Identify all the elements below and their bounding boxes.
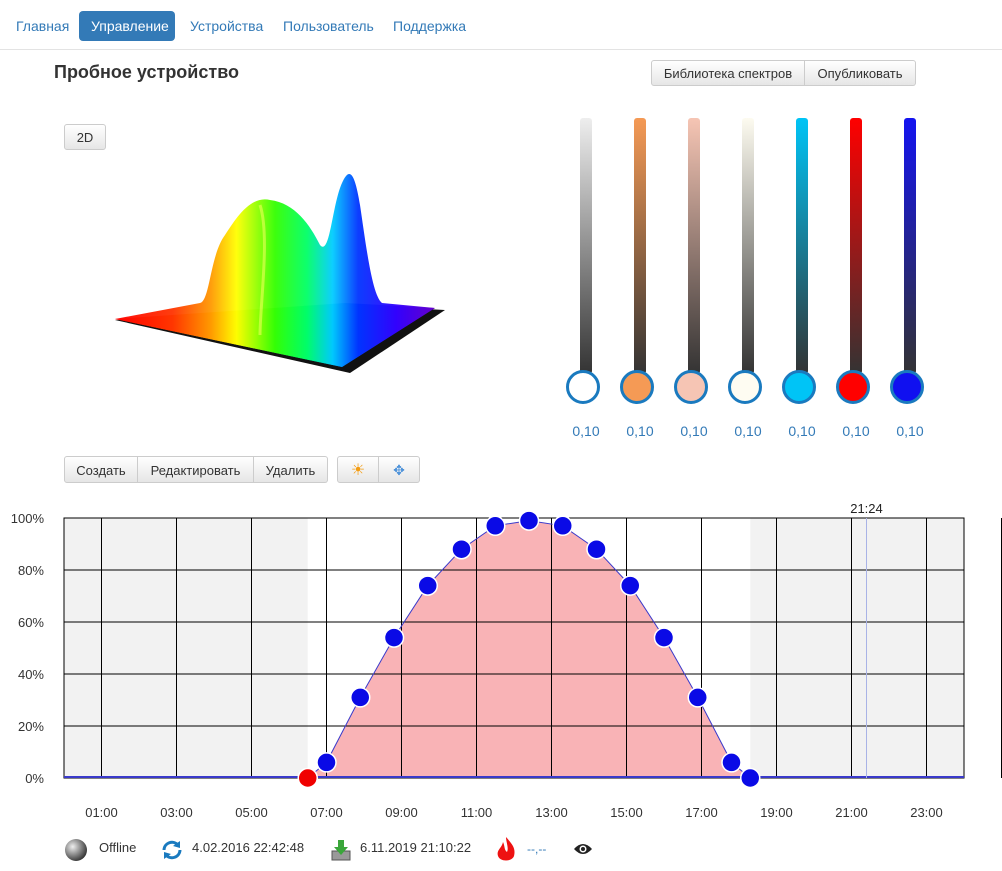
connection-status: Offline <box>99 840 137 855</box>
slider-knob[interactable] <box>620 370 654 404</box>
y-tick-label: 60% <box>18 615 44 630</box>
schedule-point[interactable] <box>552 515 573 537</box>
create-button[interactable]: Создать <box>64 456 138 483</box>
slider-value: 0,10 <box>734 423 762 439</box>
spectrum-library-button[interactable]: Библиотека спектров <box>651 60 805 86</box>
x-tick-label: 11:00 <box>461 805 493 820</box>
schedule-point[interactable] <box>350 687 371 708</box>
slider-value: 0,10 <box>896 423 924 439</box>
page-title: Пробное устройство <box>54 62 240 82</box>
slider-white[interactable]: 0,10 <box>566 118 606 448</box>
slider-value: 0,10 <box>788 423 816 439</box>
x-tick-label: 19:00 <box>760 805 793 820</box>
x-tick-label: 23:00 <box>910 805 943 820</box>
nav-devices[interactable]: Устройства <box>190 18 264 34</box>
schedule-point[interactable] <box>417 575 438 596</box>
move-mode-button[interactable]: ✥ <box>379 456 420 483</box>
slider-value: 0,10 <box>626 423 654 439</box>
publish-button[interactable]: Опубликовать <box>805 60 916 86</box>
nav-support[interactable]: Поддержка <box>393 18 467 34</box>
schedule-point[interactable] <box>485 515 506 537</box>
delete-button[interactable]: Удалить <box>254 456 328 483</box>
slider-red[interactable]: 0,10 <box>836 118 876 448</box>
slider-value: 0,10 <box>842 423 870 439</box>
eye-icon[interactable] <box>573 842 593 856</box>
schedule-point[interactable] <box>383 627 405 648</box>
globe-icon <box>65 839 87 861</box>
slider-knob[interactable] <box>890 370 924 404</box>
spectrum-surface <box>115 174 435 367</box>
slider-track[interactable] <box>688 118 700 374</box>
view-2d-toggle[interactable]: 2D <box>64 124 106 150</box>
slider-value: 0,10 <box>572 423 600 439</box>
schedule-point[interactable] <box>586 538 607 560</box>
move-arrows-icon: ✥ <box>393 462 405 478</box>
schedule-point[interactable] <box>316 752 337 773</box>
slider-track[interactable] <box>796 118 808 374</box>
x-tick-label: 09:00 <box>385 805 418 820</box>
slider-orange[interactable]: 0,10 <box>620 118 660 448</box>
spectrum-ridge <box>258 204 266 336</box>
schedule-chart[interactable]: 0% 20% 40% 60% 80% 100% 21:24 01:00 03:00 05:00 07… <box>0 490 1002 830</box>
download-time: 6.11.2019 21:10:22 <box>360 840 472 855</box>
slider-peach[interactable]: 0,10 <box>674 118 714 448</box>
y-tick-label: 0% <box>25 771 44 786</box>
y-tick-label: 100% <box>11 511 45 526</box>
slider-knob[interactable] <box>782 370 816 404</box>
slider-track[interactable] <box>904 118 916 374</box>
schedule-point[interactable] <box>620 575 641 596</box>
slider-knob[interactable] <box>836 370 870 404</box>
schedule-area <box>307 520 751 778</box>
y-tick-label: 40% <box>18 667 44 682</box>
schedule-point[interactable] <box>518 510 540 531</box>
x-tick-label: 03:00 <box>160 805 193 820</box>
sync-icon[interactable] <box>160 838 184 862</box>
sun-icon: ☀ <box>350 462 366 479</box>
slider-cyan[interactable]: 0,10 <box>782 118 822 448</box>
x-tick-label: 13:00 <box>535 805 568 820</box>
slider-track[interactable] <box>850 118 862 374</box>
slider-knob[interactable] <box>566 370 600 404</box>
x-tick-label: 15:00 <box>610 805 643 820</box>
schedule-point[interactable] <box>687 687 708 708</box>
flame-icon <box>497 837 515 861</box>
schedule-point[interactable] <box>721 752 742 773</box>
slider-track[interactable] <box>580 118 592 374</box>
x-tick-label: 17:00 <box>685 805 718 820</box>
download-icon[interactable] <box>330 838 352 862</box>
nav-control[interactable]: Управление <box>79 11 175 41</box>
current-time-label: 21:24 <box>850 501 883 516</box>
nav-home[interactable]: Главная <box>16 18 70 34</box>
x-tick-label: 07:00 <box>310 805 343 820</box>
slider-knob[interactable] <box>728 370 762 404</box>
slider-knob[interactable] <box>674 370 708 404</box>
top-nav: Главная Управление Устройства Пользовате… <box>0 0 1002 50</box>
y-tick-label: 80% <box>18 563 44 578</box>
slider-value: 0,10 <box>680 423 708 439</box>
slider-blue[interactable]: 0,10 <box>890 118 930 448</box>
slider-track[interactable] <box>634 118 646 374</box>
schedule-point[interactable] <box>740 767 761 789</box>
sun-mode-button[interactable]: ☀ <box>337 456 379 483</box>
nav-user[interactable]: Пользователь <box>283 18 374 34</box>
x-tick-label: 05:00 <box>235 805 268 820</box>
schedule-point[interactable] <box>451 538 472 560</box>
x-tick-label: 21:00 <box>835 805 868 820</box>
y-tick-label: 20% <box>18 719 44 734</box>
sync-time: 4.02.2016 22:42:48 <box>192 840 305 855</box>
slider-track[interactable] <box>742 118 754 374</box>
spectrum-3d-view <box>115 174 445 373</box>
selected-point[interactable] <box>297 767 318 789</box>
schedule-point[interactable] <box>653 627 675 648</box>
slider-warm-white[interactable]: 0,10 <box>728 118 768 448</box>
temperature-value: --,-- <box>527 842 547 856</box>
x-tick-label: 01:00 <box>85 805 118 820</box>
edit-button[interactable]: Редактировать <box>138 456 254 483</box>
